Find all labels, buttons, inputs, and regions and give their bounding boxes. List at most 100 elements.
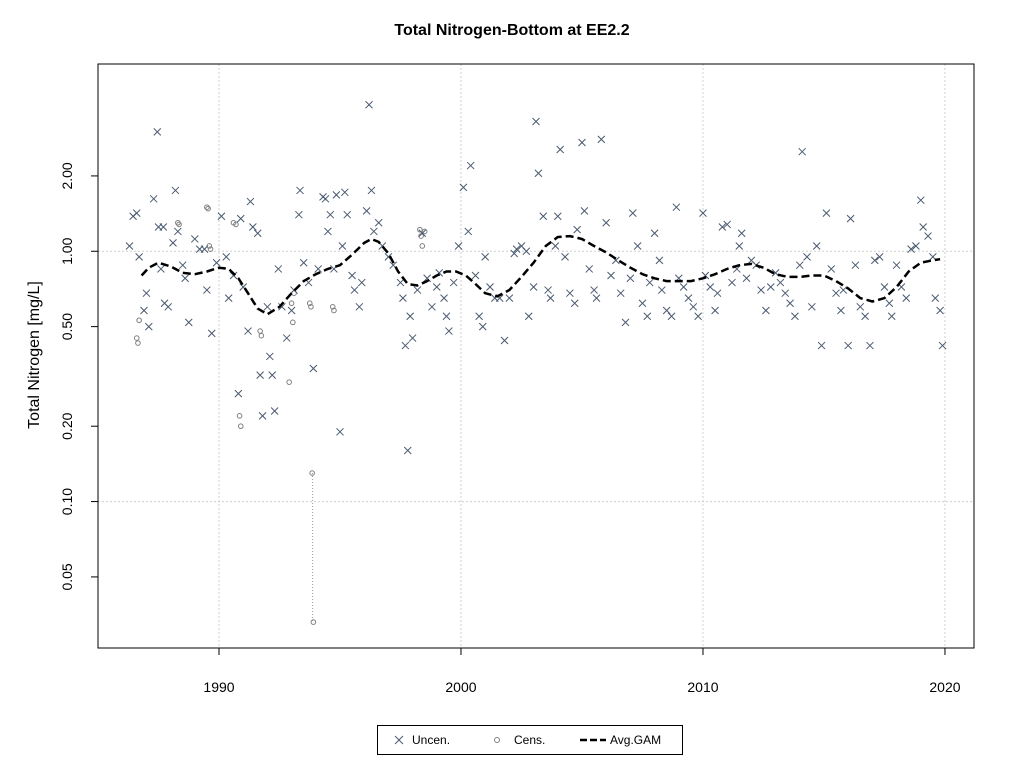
legend-label-uncen: Uncen. [412,733,451,747]
uncensored-point [442,312,451,321]
uncensored-point [861,312,869,321]
uncensored-point [621,318,630,327]
uncensored-point [856,302,865,311]
uncensored-point [766,283,775,291]
uncensored-point [500,336,509,345]
uncensored-points [125,100,947,455]
uncensored-point [481,252,490,261]
uncensored-point [590,286,598,294]
uncensored-point [875,252,884,261]
censored-point [291,290,297,296]
censored-point [257,328,263,334]
dashed-line-icon [580,738,606,742]
uncensored-point [803,252,811,261]
uncensored-point [585,265,594,273]
uncensored-point [662,306,671,315]
legend-item-gam: Avg.GAM [578,726,661,754]
uncensored-point [812,242,821,250]
uncensored-point [190,235,199,243]
uncensored-point [887,312,896,321]
uncensored-point [694,312,702,321]
uncensored-point [314,265,323,273]
uncensored-point [851,261,860,270]
uncensored-point [607,271,615,280]
uncensored-point [256,371,264,379]
uncensored-point [332,191,341,199]
uncensored-point [512,245,521,253]
uncensored-point [553,212,562,221]
uncensored-point [735,242,744,250]
uncensored-point [544,286,552,294]
uncensored-point [449,278,458,287]
uncensored-point [324,227,332,236]
uncensored-point [566,289,574,298]
plot-frame [97,63,975,649]
uncensored-point [357,278,366,287]
uncensored-point [529,283,538,291]
censored-points [133,204,428,625]
uncensored-point [667,312,676,321]
uncensored-point [445,327,453,335]
uncensored-point [684,294,693,302]
uncensored-point [153,127,162,136]
uncensored-point [263,302,272,311]
uncensored-point [401,341,410,350]
uncensored-point [181,274,189,283]
uncensored-point [178,261,187,270]
y-axis-label: Total Nitrogen [mg/L] [26,281,43,429]
y-tick-label: 0.10 [59,488,75,515]
uncensored-point [413,286,422,294]
uncensored-point [169,239,177,247]
censored-point [419,243,426,249]
grid-lines [98,64,974,648]
uncensored-point [326,210,335,219]
uncensored-point [616,289,625,298]
legend-item-cens: Cens. [490,726,545,754]
uncensored-point [532,117,540,126]
uncensored-point [287,306,296,315]
uncensored-point [265,352,274,361]
uncensored-point [912,242,920,250]
uncensored-point [551,242,560,250]
uncensored-point [936,306,944,315]
uncensored-point [132,209,141,218]
uncensored-point [786,299,794,308]
uncensored-point [839,286,848,294]
uncensored-point [142,289,151,298]
uncensored-point [679,283,688,291]
censored-point [176,221,182,228]
uncensored-point [229,271,238,280]
uncensored-point [321,194,330,203]
censored-point [306,300,313,307]
uncensored-point [919,223,928,231]
uncensored-point [916,196,925,205]
uncensored-point [556,145,565,154]
uncensored-point [440,294,448,302]
uncensored-point [466,161,475,170]
censored-point [135,340,141,346]
uncensored-point [795,261,804,270]
y-tick-label: 0.20 [59,412,75,439]
censored-point [288,300,295,307]
x-marker-icon [394,735,404,745]
censored-point [136,317,142,324]
uncensored-point [539,212,548,221]
uncensored-point [689,302,698,311]
censored-point [207,246,214,252]
uncensored-point [628,209,637,218]
uncensored-point [268,371,277,379]
y-tick-label: 2.00 [59,162,75,189]
uncensored-point [171,186,180,195]
uncensored-point [713,289,722,298]
uncensored-point [580,207,589,215]
legend-label-cens: Cens. [514,733,546,747]
uncensored-point [274,265,283,273]
uncensored-point [728,278,736,287]
uncensored-point [655,256,664,265]
uncensored-point [657,286,666,294]
uncensored-point [699,209,707,218]
uncensored-point [258,412,267,420]
uncensored-point [135,252,143,261]
censored-point [309,470,315,476]
